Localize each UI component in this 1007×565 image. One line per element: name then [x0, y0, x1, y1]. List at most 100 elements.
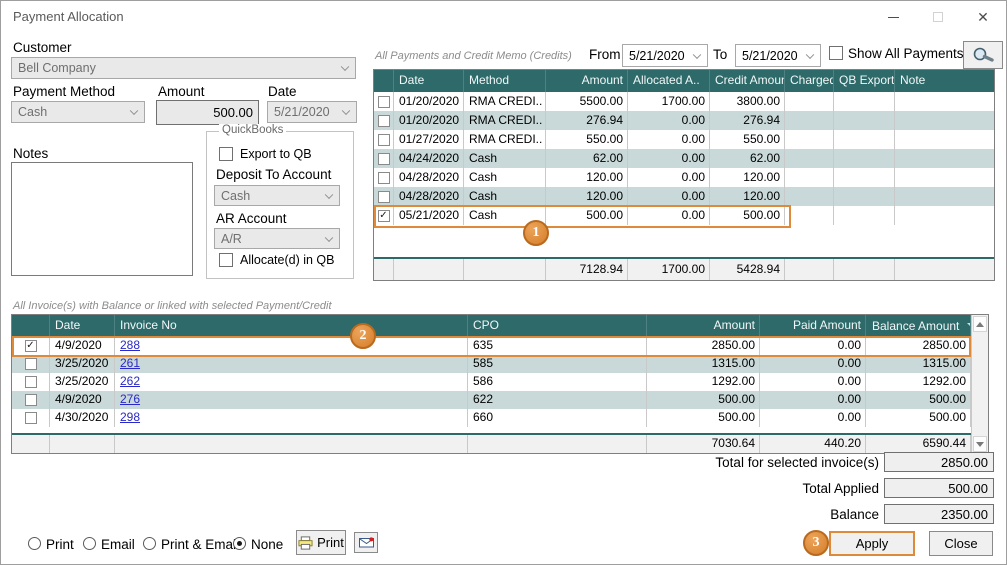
header-charged[interactable]: Charged	[785, 70, 834, 92]
search-payments-button[interactable]	[963, 41, 1003, 69]
allocated-in-qb-checkbox[interactable]	[219, 253, 233, 267]
row-checkbox[interactable]	[377, 152, 390, 165]
cell-date: 3/25/2020	[50, 373, 115, 391]
ar-account-value: A/R	[221, 231, 242, 246]
close-icon: ✕	[977, 9, 989, 25]
invoices-table-header: Date Invoice No CPO Amount Paid Amount B…	[12, 315, 971, 337]
row-checkbox[interactable]	[377, 114, 390, 127]
email-button[interactable]	[354, 532, 378, 553]
invoice-link[interactable]: 261	[120, 356, 141, 370]
ar-account-select[interactable]: A/R	[214, 228, 340, 249]
customer-select[interactable]: Bell Company	[11, 57, 356, 79]
header-amount[interactable]: Amount	[647, 315, 760, 337]
sort-descending-icon	[967, 322, 970, 331]
invoice-link[interactable]: 276	[120, 392, 141, 406]
scroll-down-button[interactable]	[973, 436, 987, 452]
customer-label: Customer	[13, 40, 72, 55]
cell-method: Cash	[464, 206, 546, 225]
invoices-scrollbar[interactable]	[971, 315, 988, 453]
apply-button[interactable]: Apply	[829, 531, 915, 556]
radio-print-and-email-label[interactable]: Print & Email	[161, 537, 240, 552]
radio-print-label[interactable]: Print	[46, 537, 74, 552]
row-checkbox[interactable]	[377, 133, 390, 146]
row-checkbox[interactable]	[24, 394, 37, 406]
payment-row[interactable]: 04/28/2020 Cash 120.00 0.00 120.00	[374, 168, 994, 187]
invoice-link[interactable]: 298	[120, 410, 141, 424]
header-date[interactable]: Date	[394, 70, 464, 92]
invoices-empty-area	[12, 427, 971, 433]
row-checkbox[interactable]	[24, 358, 37, 370]
payment-row[interactable]: 01/20/2020 RMA CREDI.. 5500.00 1700.00 3…	[374, 92, 994, 111]
radio-none-label[interactable]: None	[251, 537, 284, 552]
invoice-link[interactable]: 288	[120, 338, 141, 352]
row-checkbox[interactable]	[24, 376, 37, 388]
export-to-qb-label[interactable]: Export to QB	[240, 147, 312, 161]
row-checkbox[interactable]	[377, 190, 390, 203]
header-note[interactable]: Note	[900, 73, 926, 87]
cell-date: 4/9/2020	[50, 337, 115, 355]
radio-email-label[interactable]: Email	[101, 537, 135, 552]
amount-field[interactable]: 500.00	[156, 100, 259, 125]
close-button[interactable]: ✕	[967, 5, 999, 29]
header-balance-amount[interactable]: Balance Amount	[866, 315, 971, 337]
payment-date-select[interactable]: 5/21/2020	[267, 101, 357, 123]
print-button-label: Print	[317, 535, 344, 550]
row-checkbox-checked[interactable]: ✓	[377, 209, 390, 222]
payment-row[interactable]: 01/27/2020 RMA CREDI.. 550.00 0.00 550.0…	[374, 130, 994, 149]
header-invoice-no[interactable]: Invoice No	[115, 315, 468, 337]
radio-email[interactable]	[83, 537, 96, 550]
minimize-button[interactable]	[877, 5, 909, 29]
show-all-payments-label[interactable]: Show All Payments	[848, 46, 964, 61]
radio-print[interactable]	[28, 537, 41, 550]
payments-table: Date Method Amount Allocated A.. Credit …	[373, 69, 995, 281]
header-paid-amount[interactable]: Paid Amount	[760, 315, 866, 337]
payment-row-selected[interactable]: ✓ 05/21/2020 Cash 500.00 0.00 500.00	[374, 206, 994, 225]
date-label: Date	[268, 84, 297, 99]
row-checkbox[interactable]	[24, 412, 37, 424]
radio-none[interactable]	[233, 537, 246, 550]
balance-label: Balance	[830, 507, 879, 522]
scroll-up-button[interactable]	[973, 316, 987, 332]
chevron-down-icon	[129, 106, 139, 116]
invoice-row[interactable]: 3/25/2020 262 586 1292.00 0.00 1292.00	[12, 373, 971, 391]
row-checkbox-checked[interactable]: ✓	[24, 340, 37, 352]
radio-print-and-email[interactable]	[143, 537, 156, 550]
header-amount[interactable]: Amount	[546, 70, 628, 92]
payment-method-select[interactable]: Cash	[11, 101, 145, 123]
print-button[interactable]: Print	[296, 530, 346, 555]
invoice-link[interactable]: 262	[120, 374, 141, 388]
payments-empty-area	[374, 225, 994, 257]
header-credit-amount[interactable]: Credit Amount	[710, 70, 785, 92]
close-dialog-button[interactable]: Close	[929, 531, 993, 556]
cell-method: Cash	[464, 168, 546, 187]
maximize-button[interactable]	[922, 5, 954, 29]
header-cpo[interactable]: CPO	[468, 315, 647, 337]
notes-textarea[interactable]	[11, 162, 193, 276]
cell-cpo: 635	[468, 337, 647, 355]
cell-allocated: 0.00	[628, 168, 710, 187]
allocated-in-qb-label[interactable]: Allocate(d) in QB	[240, 253, 335, 267]
show-all-payments-checkbox[interactable]	[829, 46, 843, 60]
payment-row[interactable]: 01/20/2020 RMA CREDI.. 276.94 0.00 276.9…	[374, 111, 994, 130]
from-date-select[interactable]: 5/21/2020	[622, 44, 708, 67]
cell-date: 01/27/2020	[394, 130, 464, 149]
to-date-select[interactable]: 5/21/2020	[735, 44, 821, 67]
header-qb-exported[interactable]: QB Exported	[834, 70, 895, 92]
payment-method-value: Cash	[18, 105, 48, 119]
invoice-row[interactable]: 4/30/2020 298 660 500.00 0.00 500.00	[12, 409, 971, 427]
payment-row[interactable]: 04/28/2020 Cash 120.00 0.00 120.00	[374, 187, 994, 206]
row-checkbox[interactable]	[377, 171, 390, 184]
chevron-down-icon	[324, 233, 334, 242]
header-allocated-amount[interactable]: Allocated A..	[628, 70, 710, 92]
deposit-to-account-select[interactable]: Cash	[214, 185, 340, 206]
cell-method: RMA CREDI..	[464, 130, 546, 149]
cell-method: RMA CREDI..	[464, 92, 546, 111]
row-checkbox[interactable]	[377, 95, 390, 108]
header-method[interactable]: Method	[464, 70, 546, 92]
header-date[interactable]: Date	[50, 315, 115, 337]
invoice-row-selected[interactable]: ✓ 4/9/2020 288 635 2850.00 0.00 2850.00	[12, 337, 971, 355]
export-to-qb-checkbox[interactable]	[219, 147, 233, 161]
invoice-row[interactable]: 3/25/2020 261 585 1315.00 0.00 1315.00	[12, 355, 971, 373]
payment-row[interactable]: 04/24/2020 Cash 62.00 0.00 62.00	[374, 149, 994, 168]
invoice-row[interactable]: 4/9/2020 276 622 500.00 0.00 500.00	[12, 391, 971, 409]
